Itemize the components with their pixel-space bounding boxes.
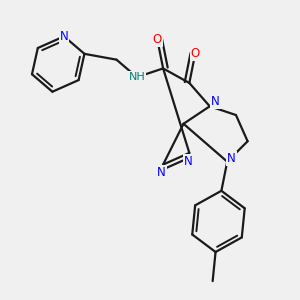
Text: O: O [190, 47, 200, 60]
Text: N: N [184, 154, 192, 168]
Text: N: N [60, 30, 68, 43]
Text: O: O [153, 33, 162, 46]
Text: N: N [157, 166, 166, 179]
Text: NH: NH [128, 72, 145, 82]
Text: N: N [211, 95, 220, 108]
Text: N: N [227, 152, 236, 165]
